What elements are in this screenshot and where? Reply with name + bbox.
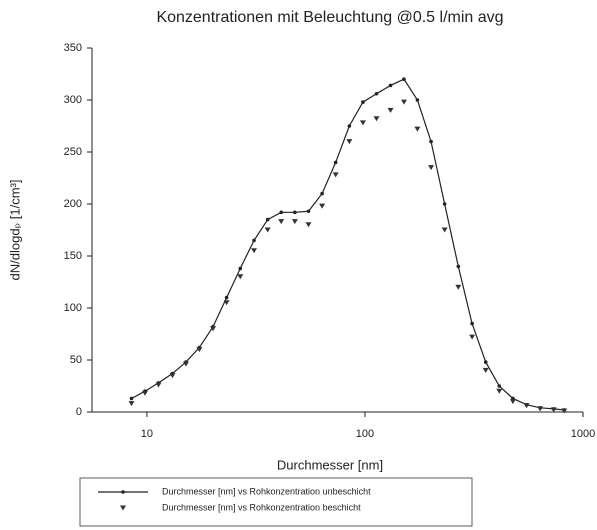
x-axis-label: Durchmesser [nm] [277, 457, 383, 472]
data-point [237, 274, 244, 280]
data-point [182, 361, 189, 367]
legend-marker [121, 490, 125, 494]
data-point [332, 172, 339, 178]
data-point [469, 334, 476, 340]
data-point [400, 99, 407, 105]
data-point [319, 203, 326, 209]
data-point [293, 210, 297, 215]
data-point [306, 209, 311, 214]
data-point [428, 165, 435, 171]
data-point [388, 83, 393, 88]
y-tick-label: 350 [64, 42, 82, 54]
data-point [265, 217, 270, 222]
data-point [320, 191, 324, 196]
data-point [346, 139, 353, 145]
data-point [561, 408, 568, 414]
data-point [359, 120, 366, 126]
data-point [128, 401, 135, 407]
data-point [441, 227, 448, 233]
data-point [497, 384, 502, 388]
data-point [414, 126, 421, 132]
data-point [264, 227, 271, 233]
data-point [456, 264, 461, 269]
data-point [470, 321, 474, 326]
data-point [169, 373, 176, 379]
data-point [373, 116, 380, 122]
data-point [305, 222, 312, 228]
legend-label: Durchmesser [nm] vs Rohkonzentration unb… [162, 486, 371, 496]
x-tick-label: 1000 [571, 428, 595, 440]
data-point [483, 360, 488, 364]
data-point [415, 98, 420, 102]
data-point [374, 91, 379, 96]
data-point [291, 219, 298, 225]
data-point [196, 347, 203, 353]
data-point [496, 388, 503, 394]
data-point [509, 399, 516, 405]
x-tick-label: 100 [356, 428, 374, 440]
legend-marker [120, 505, 126, 511]
y-tick-label: 50 [70, 354, 82, 366]
legend-label: Durchmesser [nm] vs Rohkonzentration bes… [162, 502, 361, 512]
y-tick-label: 150 [64, 250, 82, 262]
data-point [387, 107, 394, 113]
data-point [278, 219, 285, 225]
y-tick-label: 100 [64, 302, 82, 314]
data-point [523, 403, 530, 409]
data-point [252, 238, 256, 243]
data-point [429, 139, 433, 144]
data-point [279, 210, 284, 215]
y-tick-label: 250 [64, 146, 82, 158]
legend-box [79, 477, 473, 527]
data-point [223, 300, 230, 306]
data-point [224, 295, 229, 300]
data-point [402, 77, 406, 81]
data-point [210, 326, 217, 332]
data-point [550, 407, 557, 413]
y-axis-label: dN/dlogdₚ [1/cm³] [7, 180, 22, 281]
data-point [333, 160, 338, 165]
data-point [347, 124, 352, 128]
data-point [361, 100, 365, 104]
data-point [155, 382, 162, 388]
x-tick-label: 10 [141, 428, 153, 440]
data-point [442, 202, 447, 206]
series-line [131, 78, 565, 411]
data-point [129, 396, 134, 401]
data-point [537, 406, 544, 412]
data-point [238, 266, 243, 271]
y-tick-label: 200 [64, 198, 82, 210]
data-point [455, 284, 462, 290]
data-point [251, 248, 258, 254]
data-point [141, 390, 148, 396]
data-point [482, 367, 489, 373]
chart-title: Konzentrationen mit Beleuchtung @0.5 l/m… [156, 9, 503, 26]
y-tick-label: 300 [64, 94, 82, 106]
y-tick-label: 0 [76, 406, 82, 418]
